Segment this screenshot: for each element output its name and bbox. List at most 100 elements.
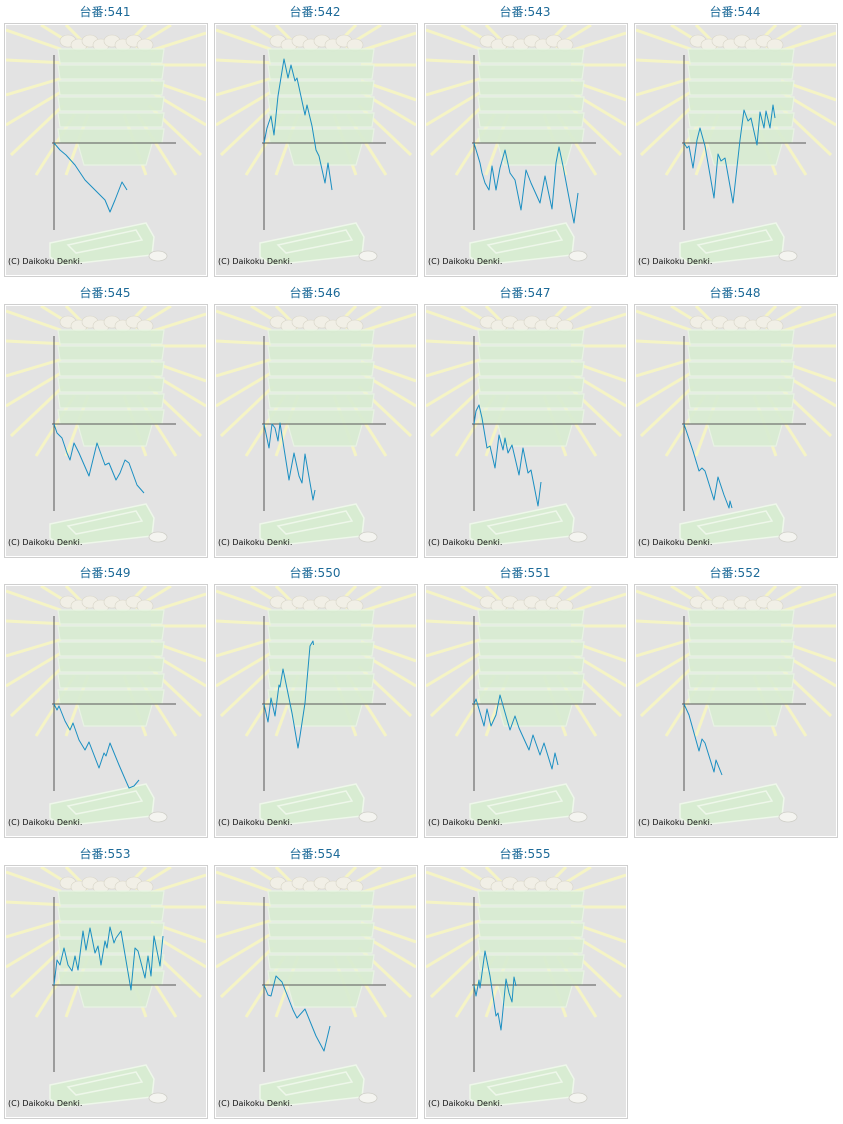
machine-graph-5[interactable]: 台番:546 (C) Daikoku Denki. <box>210 281 420 562</box>
copyright-text: (C) Daikoku Denki. <box>218 818 292 827</box>
graph-panel: (C) Daikoku Denki. <box>4 865 208 1120</box>
slump-graph: (C) Daikoku Denki. <box>216 25 416 275</box>
copyright-text: (C) Daikoku Denki. <box>638 818 712 827</box>
copyright-text: (C) Daikoku Denki. <box>428 818 502 827</box>
machine-number-title[interactable]: 台番:546 <box>289 285 341 300</box>
graph-panel: (C) Daikoku Denki. <box>634 23 838 277</box>
background-illustration <box>636 586 836 837</box>
stacked-boxes <box>477 890 585 1008</box>
balance-series-line <box>263 422 316 501</box>
machine-number-title[interactable]: 台番:543 <box>499 5 551 19</box>
coin-icon <box>358 250 378 262</box>
coin-icon <box>358 1092 378 1104</box>
slump-graph: (C) Daikoku Denki. <box>6 867 206 1118</box>
machine-number-title[interactable]: 台番:548 <box>709 285 761 300</box>
coin-pile <box>59 596 154 613</box>
machine-graph-2[interactable]: 台番:543 (C) Daikoku Denki. <box>420 0 630 281</box>
coin-pile <box>269 596 364 613</box>
machine-graph-7[interactable]: 台番:548 (C) Daikoku Denki. <box>630 281 840 562</box>
coin-pile <box>269 315 364 332</box>
graph-panel: (C) Daikoku Denki. <box>4 303 208 558</box>
graph-panel: (C) Daikoku Denki. <box>424 584 628 839</box>
machine-number-title[interactable]: 台番:555 <box>499 847 551 862</box>
machine-number-title[interactable]: 台番:553 <box>79 847 131 862</box>
machine-graph-0[interactable]: 台番:541 (C) Daikoku Denki. <box>0 0 210 281</box>
balance-series-line <box>683 423 733 509</box>
slump-graph: (C) Daikoku Denki. <box>426 867 626 1118</box>
stacked-boxes <box>57 329 165 447</box>
balance-series-line <box>473 950 517 1031</box>
background-illustration <box>6 586 206 837</box>
balance-series-line <box>683 704 723 776</box>
machine-graph-10[interactable]: 台番:551 (C) Daikoku Denki. <box>420 561 630 842</box>
stacked-boxes <box>267 329 375 447</box>
coin-icon <box>778 250 798 262</box>
balance-series-line <box>53 142 128 213</box>
coin-pile <box>479 596 574 613</box>
background-illustration <box>216 305 416 556</box>
balance-series-line <box>473 142 579 224</box>
coin-pile <box>689 34 784 52</box>
slump-graph: (C) Daikoku Denki. <box>636 586 836 837</box>
graph-panel: (C) Daikoku Denki. <box>634 303 838 558</box>
machine-number-title[interactable]: 台番:550 <box>289 566 341 581</box>
machine-graph-11[interactable]: 台番:552 (C) Daikoku Denki. <box>630 561 840 842</box>
graph-panel: (C) Daikoku Denki. <box>214 303 418 558</box>
graph-panel: (C) Daikoku Denki. <box>214 865 418 1120</box>
coin-icon <box>568 811 588 823</box>
machine-number-title[interactable]: 台番:549 <box>79 566 131 581</box>
machine-graph-1[interactable]: 台番:542 (C) Daikoku Denki. <box>210 0 420 281</box>
machine-graph-3[interactable]: 台番:544 (C) Daikoku Denki. <box>630 0 840 281</box>
balance-series-line <box>263 58 333 191</box>
machine-graph-8[interactable]: 台番:549 (C) Daikoku Denki. <box>0 561 210 842</box>
coin-pile <box>479 315 574 332</box>
copyright-text: (C) Daikoku Denki. <box>218 1099 292 1108</box>
machine-graph-9[interactable]: 台番:550 (C) Daikoku Denki. <box>210 561 420 842</box>
copyright-text: (C) Daikoku Denki. <box>638 538 712 547</box>
graph-panel: (C) Daikoku Denki. <box>424 303 628 558</box>
background-illustration <box>636 305 836 556</box>
coin-icon <box>148 1092 168 1104</box>
stacked-boxes <box>477 48 585 166</box>
machine-number-title[interactable]: 台番:541 <box>79 5 131 19</box>
machine-number-title[interactable]: 台番:547 <box>499 285 551 300</box>
slump-graph: (C) Daikoku Denki. <box>426 586 626 837</box>
machine-number-title[interactable]: 台番:544 <box>709 5 761 19</box>
balance-series-line <box>53 926 164 991</box>
balance-series-line <box>263 975 331 1052</box>
machine-number-title[interactable]: 台番:551 <box>499 566 551 581</box>
machine-graph-12[interactable]: 台番:553 (C) Daikoku Denki. <box>0 842 210 1123</box>
slump-graph: (C) Daikoku Denki. <box>426 25 626 275</box>
light-rays <box>6 25 206 176</box>
machine-graph-6[interactable]: 台番:547 (C) Daikoku Denki. <box>420 281 630 562</box>
background-illustration <box>6 25 206 275</box>
coin-icon <box>358 531 378 543</box>
slump-graph: (C) Daikoku Denki. <box>216 586 416 837</box>
balance-series-line <box>53 423 145 494</box>
background-illustration <box>426 25 626 275</box>
stacked-boxes <box>267 890 375 1008</box>
graph-panel: (C) Daikoku Denki. <box>4 584 208 839</box>
balance-series-line <box>473 694 559 770</box>
slump-graph: (C) Daikoku Denki. <box>426 305 626 556</box>
copyright-text: (C) Daikoku Denki. <box>638 257 712 266</box>
machine-graph-13[interactable]: 台番:554 (C) Daikoku Denki. <box>210 842 420 1123</box>
machine-graph-4[interactable]: 台番:545 (C) Daikoku Denki. <box>0 281 210 562</box>
background-illustration <box>636 25 836 275</box>
machine-number-title[interactable]: 台番:554 <box>289 847 341 862</box>
graph-panel: (C) Daikoku Denki. <box>214 23 418 277</box>
background-illustration <box>6 867 206 1118</box>
machine-graph-14[interactable]: 台番:555 (C) Daikoku Denki. <box>420 842 630 1123</box>
stacked-boxes <box>477 329 585 447</box>
slump-graph: (C) Daikoku Denki. <box>216 867 416 1118</box>
machine-number-title[interactable]: 台番:552 <box>709 566 761 581</box>
coin-icon <box>778 531 798 543</box>
stacked-boxes <box>687 329 795 447</box>
slump-graph: (C) Daikoku Denki. <box>6 305 206 556</box>
graph-panel: (C) Daikoku Denki. <box>4 23 208 277</box>
machine-number-title[interactable]: 台番:545 <box>79 285 131 300</box>
copyright-text: (C) Daikoku Denki. <box>8 538 82 547</box>
coin-icon <box>778 811 798 823</box>
machine-number-title[interactable]: 台番:542 <box>289 5 341 19</box>
copyright-text: (C) Daikoku Denki. <box>428 1099 502 1108</box>
